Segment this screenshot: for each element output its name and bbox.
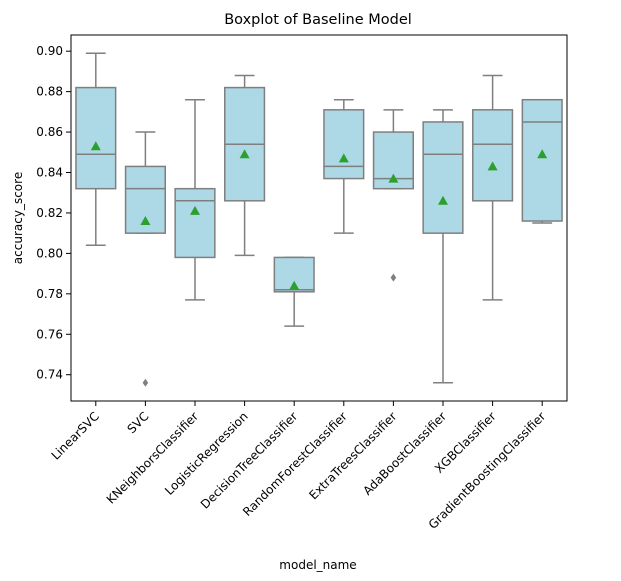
box <box>174 187 216 259</box>
box-group <box>273 256 315 327</box>
y-tick-label: 0.88 <box>36 85 63 99</box>
box-group <box>323 98 365 234</box>
y-tick-label: 0.82 <box>36 206 63 220</box>
box <box>472 109 514 202</box>
mean-marker <box>140 216 151 226</box>
box <box>422 121 464 234</box>
box-group <box>174 98 216 301</box>
mean-marker <box>338 153 349 163</box>
y-axis: 0.74 0.76 0.78 0.80 0.82 0.84 0.86 0.88 0.90 <box>36 44 71 382</box>
mean-marker <box>487 161 498 171</box>
mean-marker <box>190 205 200 215</box>
y-tick-label: 0.86 <box>36 125 63 139</box>
y-tick-label: 0.80 <box>36 246 63 260</box>
mean-marker <box>289 280 300 290</box>
mean-marker <box>90 141 101 151</box>
box-group <box>521 98 563 224</box>
mean-marker <box>438 195 448 205</box>
box <box>323 109 365 180</box>
outlier-marker <box>142 378 149 387</box>
chart-title: Boxplot of Baseline Model <box>224 12 412 28</box>
box-group <box>124 131 166 387</box>
y-tick-label: 0.74 <box>36 368 63 382</box>
box <box>521 98 563 222</box>
box <box>75 86 117 190</box>
y-axis-label: accuracy_score <box>11 172 25 264</box>
x-axis-label: model_name <box>279 558 356 572</box>
box-group <box>75 52 117 247</box>
y-tick-label: 0.90 <box>36 44 63 58</box>
plot-frame <box>70 34 568 402</box>
plot-area <box>75 52 563 387</box>
outlier-marker <box>390 273 397 282</box>
box-group <box>422 109 464 384</box>
mean-marker <box>537 149 548 159</box>
mean-marker <box>388 173 399 183</box>
y-tick-label: 0.76 <box>36 327 63 341</box>
box-group <box>472 74 514 301</box>
box-group <box>224 74 266 257</box>
y-tick-label: 0.84 <box>36 166 63 180</box>
y-tick-label: 0.78 <box>36 287 63 301</box>
box-group <box>372 109 414 282</box>
mean-marker <box>239 149 250 159</box>
